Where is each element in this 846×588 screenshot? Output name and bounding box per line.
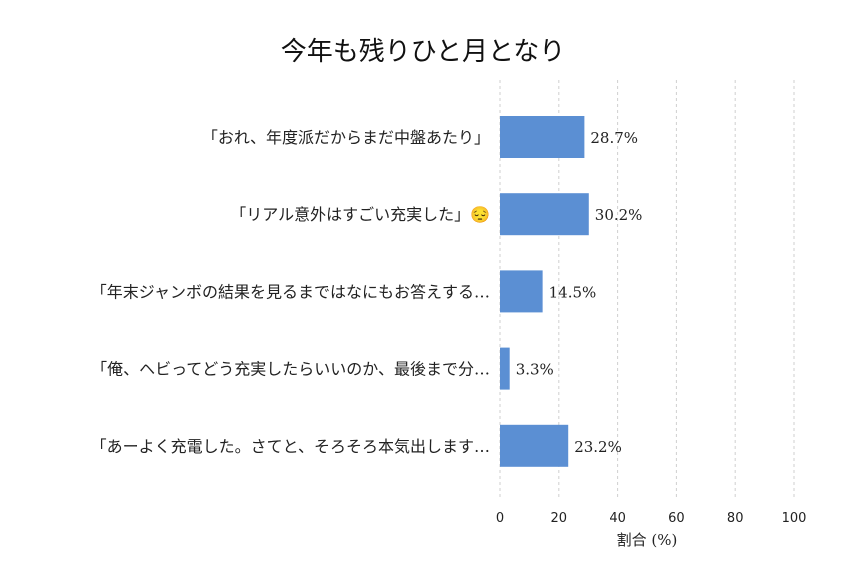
x-tick-label: 60 bbox=[668, 511, 685, 526]
x-axis-label: 割合 (%) bbox=[617, 531, 678, 549]
category-label: 「おれ、年度派だからまだ中盤あたり」 bbox=[202, 128, 490, 147]
bar bbox=[500, 116, 585, 158]
x-tick-label: 40 bbox=[609, 511, 626, 526]
data-labels: 28.7% 30.2% 14.5% 3.3% 23.2% bbox=[516, 129, 643, 456]
bar bbox=[500, 270, 543, 313]
x-tick-labels: 0 20 40 60 80 100 bbox=[496, 511, 807, 526]
category-label: 「俺、ヘビってどう充実したらいいのか、最後まで分… bbox=[91, 360, 490, 379]
chart-title: 今年も残りひと月となり bbox=[281, 37, 565, 67]
data-label: 30.2% bbox=[595, 206, 643, 224]
x-tick-label: 80 bbox=[727, 511, 744, 526]
x-tick-label: 20 bbox=[551, 511, 568, 526]
category-labels: 「おれ、年度派だからまだ中盤あたり」「リアル意外はすごい充実した」😔 「年末ジャン… bbox=[91, 128, 490, 456]
bar bbox=[500, 193, 589, 236]
data-label: 28.7% bbox=[590, 129, 638, 147]
bar bbox=[500, 424, 569, 467]
bar bbox=[500, 347, 510, 390]
category-label: 「あーよく充電した。さてと、そろそろ本気出します… bbox=[91, 437, 490, 456]
data-label: 23.2% bbox=[574, 438, 622, 456]
bars bbox=[500, 116, 589, 467]
x-tick-label: 100 bbox=[782, 511, 807, 526]
data-label: 14.5% bbox=[549, 283, 597, 301]
data-label: 3.3% bbox=[516, 361, 554, 379]
category-label: 「リアル意外はすごい充実した」😔 bbox=[230, 205, 490, 224]
category-label: 「年末ジャンボの結果を見るまではなにもお答えする… bbox=[91, 282, 490, 301]
x-tick-label: 0 bbox=[496, 511, 504, 526]
